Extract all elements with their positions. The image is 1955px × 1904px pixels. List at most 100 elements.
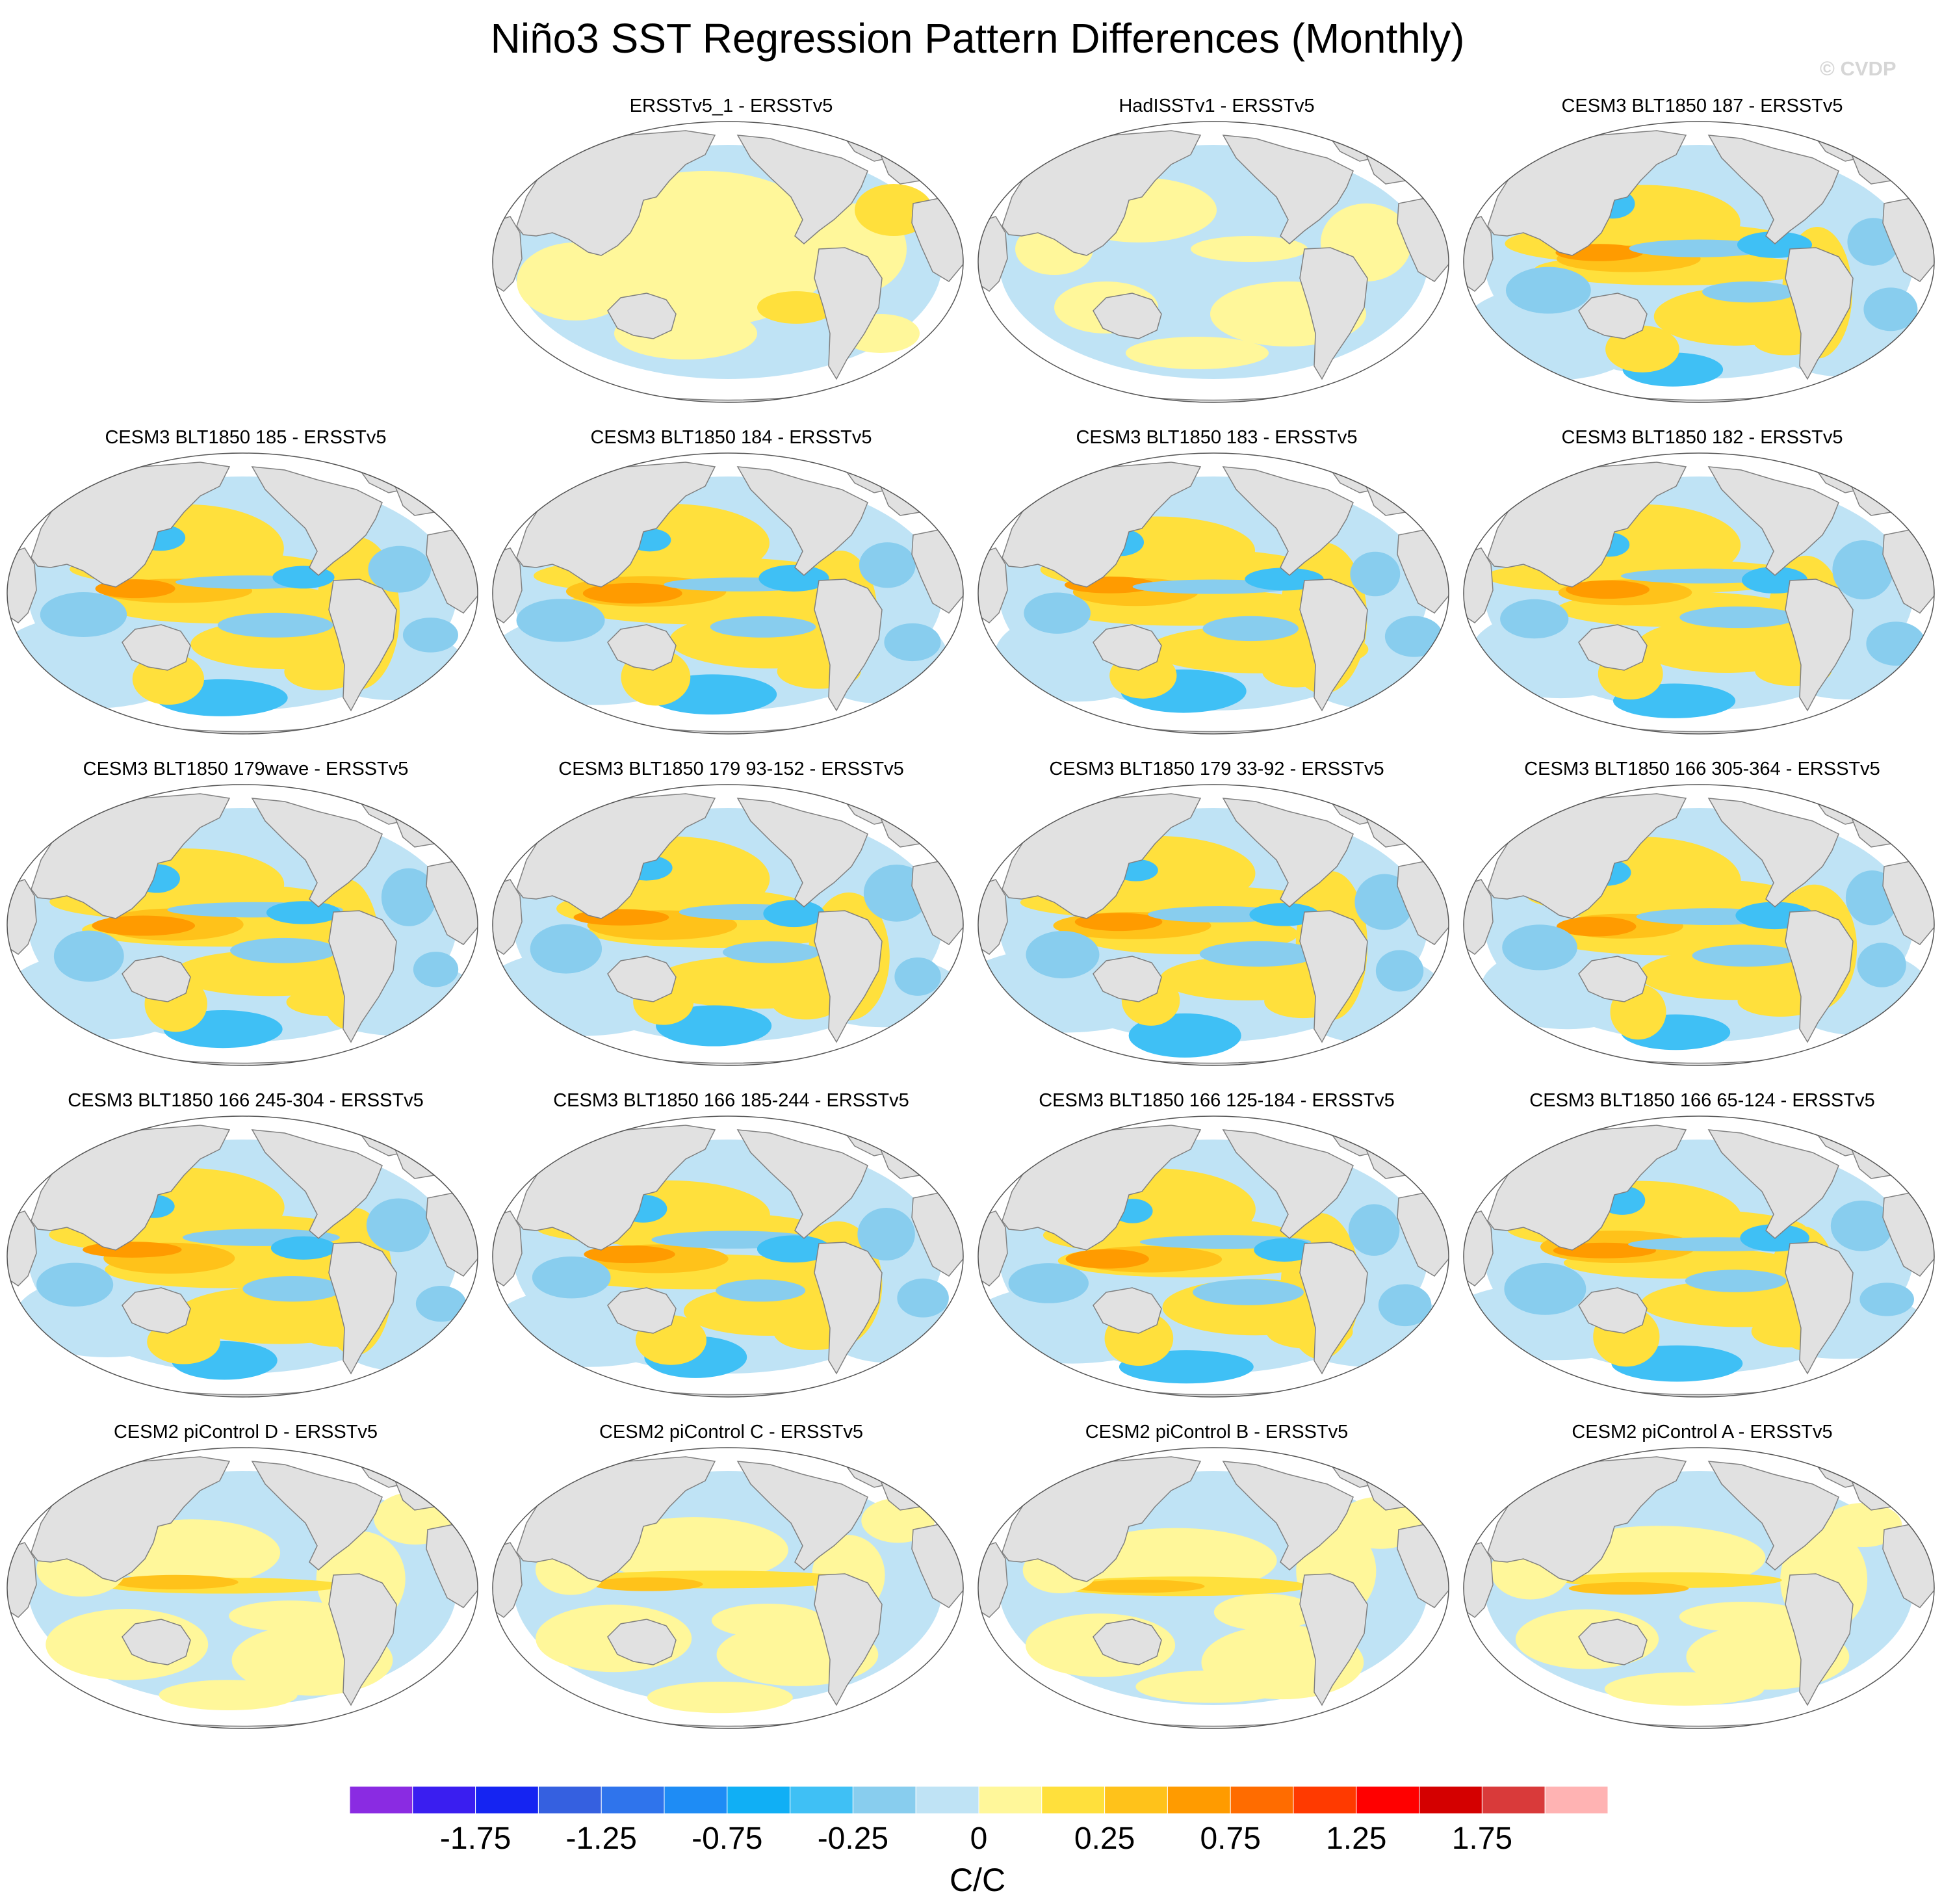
land-namerica xyxy=(251,798,383,907)
land-europe xyxy=(1365,807,1446,848)
land-namerica xyxy=(1222,135,1354,244)
land-europe xyxy=(1365,144,1446,185)
global-map xyxy=(1463,1115,1935,1398)
map-panel: CESM2 piControl A - ERSSTv5 xyxy=(1462,1420,1943,1739)
land-namerica xyxy=(251,466,383,576)
land-greenland xyxy=(840,1122,908,1156)
anomaly-region xyxy=(582,582,682,604)
land-namerica xyxy=(736,1461,868,1571)
land-australia xyxy=(1093,1619,1162,1665)
map-outline xyxy=(6,1447,478,1729)
land-samerica xyxy=(814,579,883,712)
panel-title: CESM3 BLT1850 182 - ERSSTv5 xyxy=(1561,427,1843,448)
land-greenland xyxy=(840,1454,908,1488)
colorbar-cell xyxy=(790,1786,853,1814)
land-samerica xyxy=(814,1573,883,1706)
land-australia xyxy=(1093,956,1162,1002)
map-outline xyxy=(492,1447,964,1729)
land-eafrica xyxy=(978,216,1008,292)
colorbar-cell xyxy=(475,1786,539,1814)
anomaly-region xyxy=(1026,931,1100,979)
anomaly-region xyxy=(859,542,916,588)
colorbar-cell xyxy=(1481,1786,1546,1814)
land-namerica xyxy=(1222,466,1354,576)
colorbar-cell xyxy=(978,1786,1042,1814)
anomaly-region xyxy=(40,592,127,637)
anomaly-region xyxy=(591,1577,703,1591)
anomaly-region xyxy=(710,616,816,638)
land-greenland xyxy=(355,1122,422,1156)
panel-title: CESM2 piControl D - ERSSTv5 xyxy=(113,1422,378,1442)
panel-title: CESM3 BLT1850 166 125-184 - ERSSTv5 xyxy=(1039,1090,1395,1111)
colorbar-cell xyxy=(1230,1786,1294,1814)
global-map xyxy=(978,1115,1449,1398)
colorbar-cell xyxy=(852,1786,916,1814)
map-outline xyxy=(492,452,964,735)
anomaly-region xyxy=(112,1574,239,1590)
land-samerica xyxy=(328,910,397,1043)
land-greenland xyxy=(1326,459,1393,493)
anomaly-region xyxy=(1857,943,1906,987)
anomaly-region xyxy=(1824,1502,1902,1548)
map-outline xyxy=(6,1115,478,1398)
land-eafrica xyxy=(978,547,1008,623)
land-eafrica xyxy=(1464,879,1494,955)
anomaly-region xyxy=(517,242,634,320)
land-greenland xyxy=(355,1454,422,1488)
anomaly-region xyxy=(1604,1672,1765,1706)
map-outline xyxy=(6,452,478,735)
colorbar-cell xyxy=(1104,1786,1168,1814)
land-australia xyxy=(1578,293,1648,339)
land-europe xyxy=(1850,807,1932,848)
land-europe xyxy=(879,1139,961,1179)
map-outline xyxy=(978,452,1449,735)
anomaly-region xyxy=(217,612,333,638)
global-map xyxy=(1463,1447,1935,1729)
land-australia xyxy=(122,956,191,1002)
global-map xyxy=(492,452,964,735)
colorbar-cell xyxy=(1419,1786,1482,1814)
anomaly-region xyxy=(758,564,829,592)
map-panel: CESM2 piControl C - ERSSTv5 xyxy=(491,1420,972,1739)
land-eafrica xyxy=(493,216,523,292)
anomaly-region xyxy=(83,1242,182,1258)
map-outline xyxy=(1463,1447,1935,1729)
global-map xyxy=(6,1115,478,1398)
anomaly-region xyxy=(402,618,458,653)
land-australia xyxy=(1578,1619,1648,1665)
land-australia xyxy=(122,1287,191,1334)
anomaly-region xyxy=(757,291,835,324)
land-australia xyxy=(1578,956,1648,1002)
anomaly-region xyxy=(1629,239,1770,257)
panel-title: CESM3 BLT1850 184 - ERSSTv5 xyxy=(590,427,872,448)
land-namerica xyxy=(1222,1461,1354,1571)
anomaly-region xyxy=(1213,1593,1316,1631)
map-outline xyxy=(492,121,964,403)
anomaly-region xyxy=(1249,903,1319,926)
anomaly-region xyxy=(716,1279,806,1302)
anomaly-region xyxy=(599,1517,788,1583)
map-panel: CESM3 BLT1850 166 65-124 - ERSSTv5 xyxy=(1462,1089,1943,1407)
map-outline xyxy=(1463,121,1935,403)
land-eafrica xyxy=(7,547,37,623)
colorbar-tick-label: 1.75 xyxy=(1452,1821,1512,1856)
anomaly-region xyxy=(1191,236,1308,262)
land-antarctica xyxy=(1021,375,1406,402)
land-australia xyxy=(607,1287,677,1334)
map-panel: CESM3 BLT1850 187 - ERSSTv5 xyxy=(1462,94,1943,413)
land-eafrica xyxy=(7,1210,37,1286)
land-greenland xyxy=(1326,127,1393,162)
anomaly-region xyxy=(884,623,941,662)
panel-title: CESM3 BLT1850 166 305-364 - ERSSTv5 xyxy=(1524,759,1880,779)
map-panel: CESM3 BLT1850 179wave - ERSSTv5 xyxy=(5,757,486,1076)
land-namerica xyxy=(251,1129,383,1239)
land-samerica xyxy=(814,247,883,380)
map-panel: CESM3 BLT1850 166 245-304 - ERSSTv5 xyxy=(5,1089,486,1407)
land-eafrica xyxy=(1464,1210,1494,1286)
map-outline xyxy=(492,784,964,1066)
land-eafrica xyxy=(1464,547,1494,623)
land-greenland xyxy=(1811,1454,1879,1488)
land-samerica xyxy=(814,910,883,1043)
colorbar-cell xyxy=(1041,1786,1106,1814)
land-australia xyxy=(1093,1287,1162,1334)
